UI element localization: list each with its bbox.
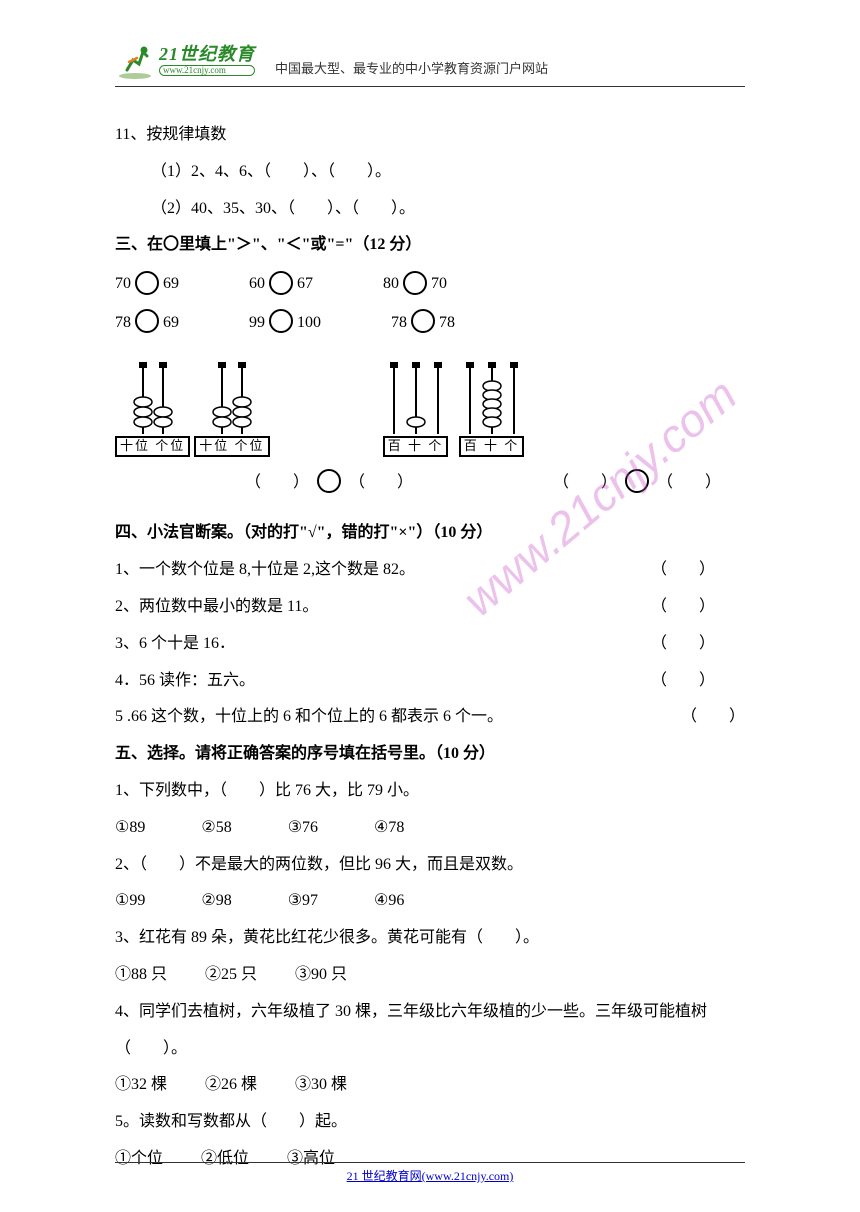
abacus-group-1: 十位 个位 十位 个位	[115, 360, 270, 457]
sec5-q3-stem: 3、红花有 89 朵，黄花比红花少很多。黄花可能有（ ）。	[115, 920, 745, 957]
section-5-title: 五、选择。请将正确答案的序号填在括号里。（10 分）	[115, 736, 745, 773]
abacus-figures: 十位 个位 十位 个位	[115, 360, 745, 457]
circle-blank[interactable]	[269, 309, 293, 333]
abacus-icon	[456, 360, 528, 436]
sec5-q3-opts: ①88 只 ②25 只 ③90 只	[115, 957, 745, 994]
header-tagline: 中国最大型、最专业的中小学教育资源门户网站	[275, 58, 548, 77]
abacus-cmp-1: （ ）（ ）	[245, 465, 413, 502]
circle-blank[interactable]	[403, 271, 427, 295]
abacus-group-2: 百 十 个 百 十 个	[380, 360, 528, 457]
abacus-icon	[380, 360, 452, 436]
abacus-1a: 十位 个位	[115, 360, 190, 457]
q11-sub1: （1）2、4、6、（ ）、（ ）。	[115, 154, 745, 191]
circle-blank[interactable]	[135, 309, 159, 333]
circle-blank[interactable]	[625, 469, 649, 493]
circle-blank[interactable]	[135, 271, 159, 295]
tf-4: 4．56 读作：五六。（ ）	[115, 663, 745, 700]
sec5-q2-opts: ①99 ②98 ③97 ④96	[115, 883, 745, 920]
logo-runner-icon	[115, 40, 155, 80]
sec5-q1-stem: 1、下列数中，（ ）比 76 大，比 79 小。	[115, 773, 745, 810]
circle-blank[interactable]	[411, 309, 435, 333]
circle-blank[interactable]	[317, 469, 341, 493]
abacus-compare: （ ）（ ） （ ）（ ）	[115, 465, 745, 502]
section-3-title: 三、在〇里填上"＞"、"＜"或"="（12 分）	[115, 227, 745, 264]
footer-link[interactable]: 21 世纪教育网(www.21cnjy.com)	[347, 1169, 514, 1183]
document-body: 11、按规律填数 （1）2、4、6、（ ）、（ ）。 （2）40、35、30、（…	[115, 117, 745, 1178]
cmp-6: 7878	[391, 305, 455, 342]
circle-blank[interactable]	[269, 271, 293, 295]
tf-3: 3、6 个十是 16．（ ）	[115, 626, 745, 663]
q11-sub2: （2）40、35、30、（ ）、（ ）。	[115, 191, 745, 228]
tf-2: 2、两位数中最小的数是 11。（ ）	[115, 589, 745, 626]
tf-5: 5 .66 这个数，十位上的 6 和个位上的 6 都表示 6 个一。（ ）	[115, 699, 745, 736]
sec5-q1-opts: ①89 ②58 ③76 ④78	[115, 810, 745, 847]
compare-row-2: 7869 99100 7878	[115, 305, 745, 342]
abacus-icon	[204, 360, 260, 436]
abacus-label: 百 十 个	[459, 436, 525, 457]
abacus-icon	[125, 360, 181, 436]
cmp-3: 8070	[383, 266, 447, 303]
cmp-1: 7069	[115, 266, 179, 303]
logo-text-cn: 21世纪教育	[159, 45, 255, 63]
cmp-4: 7869	[115, 305, 179, 342]
abacus-label: 十位 个位	[115, 436, 190, 457]
abacus-2b: 百 十 个	[456, 360, 528, 457]
page-header: 21世纪教育 www.21cnjy.com 中国最大型、最专业的中小学教育资源门…	[115, 40, 745, 87]
page-footer: 21 世纪教育网(www.21cnjy.com)	[115, 1162, 745, 1184]
abacus-cmp-2: （ ）（ ）	[553, 465, 721, 502]
section-4-title: 四、小法官断案。（对的打"√"，错的打"×"）（10 分）	[115, 515, 745, 552]
abacus-label: 百 十 个	[383, 436, 449, 457]
compare-row-1: 7069 6067 8070	[115, 266, 745, 303]
sec5-q2-stem: 2、（ ）不是最大的两位数，但比 96 大，而且是双数。	[115, 847, 745, 884]
sec5-q5-stem: 5。读数和写数都从（ ）起。	[115, 1104, 745, 1141]
tf-1: 1、一个数个位是 8,十位是 2,这个数是 82。（ ）	[115, 552, 745, 589]
logo-text-url: www.21cnjy.com	[159, 65, 255, 76]
cmp-5: 99100	[249, 305, 321, 342]
abacus-1b: 十位 个位	[194, 360, 269, 457]
sec5-q4-stem: 4、同学们去植树，六年级植了 30 棵，三年级比六年级植的少一些。三年级可能植树…	[115, 994, 745, 1068]
abacus-2a: 百 十 个	[380, 360, 452, 457]
cmp-2: 6067	[249, 266, 313, 303]
site-logo: 21世纪教育 www.21cnjy.com	[115, 40, 255, 80]
sec5-q4-opts: ①32 棵 ②26 棵 ③30 棵	[115, 1067, 745, 1104]
q11-title: 11、按规律填数	[115, 117, 745, 154]
abacus-label: 十位 个位	[194, 436, 269, 457]
